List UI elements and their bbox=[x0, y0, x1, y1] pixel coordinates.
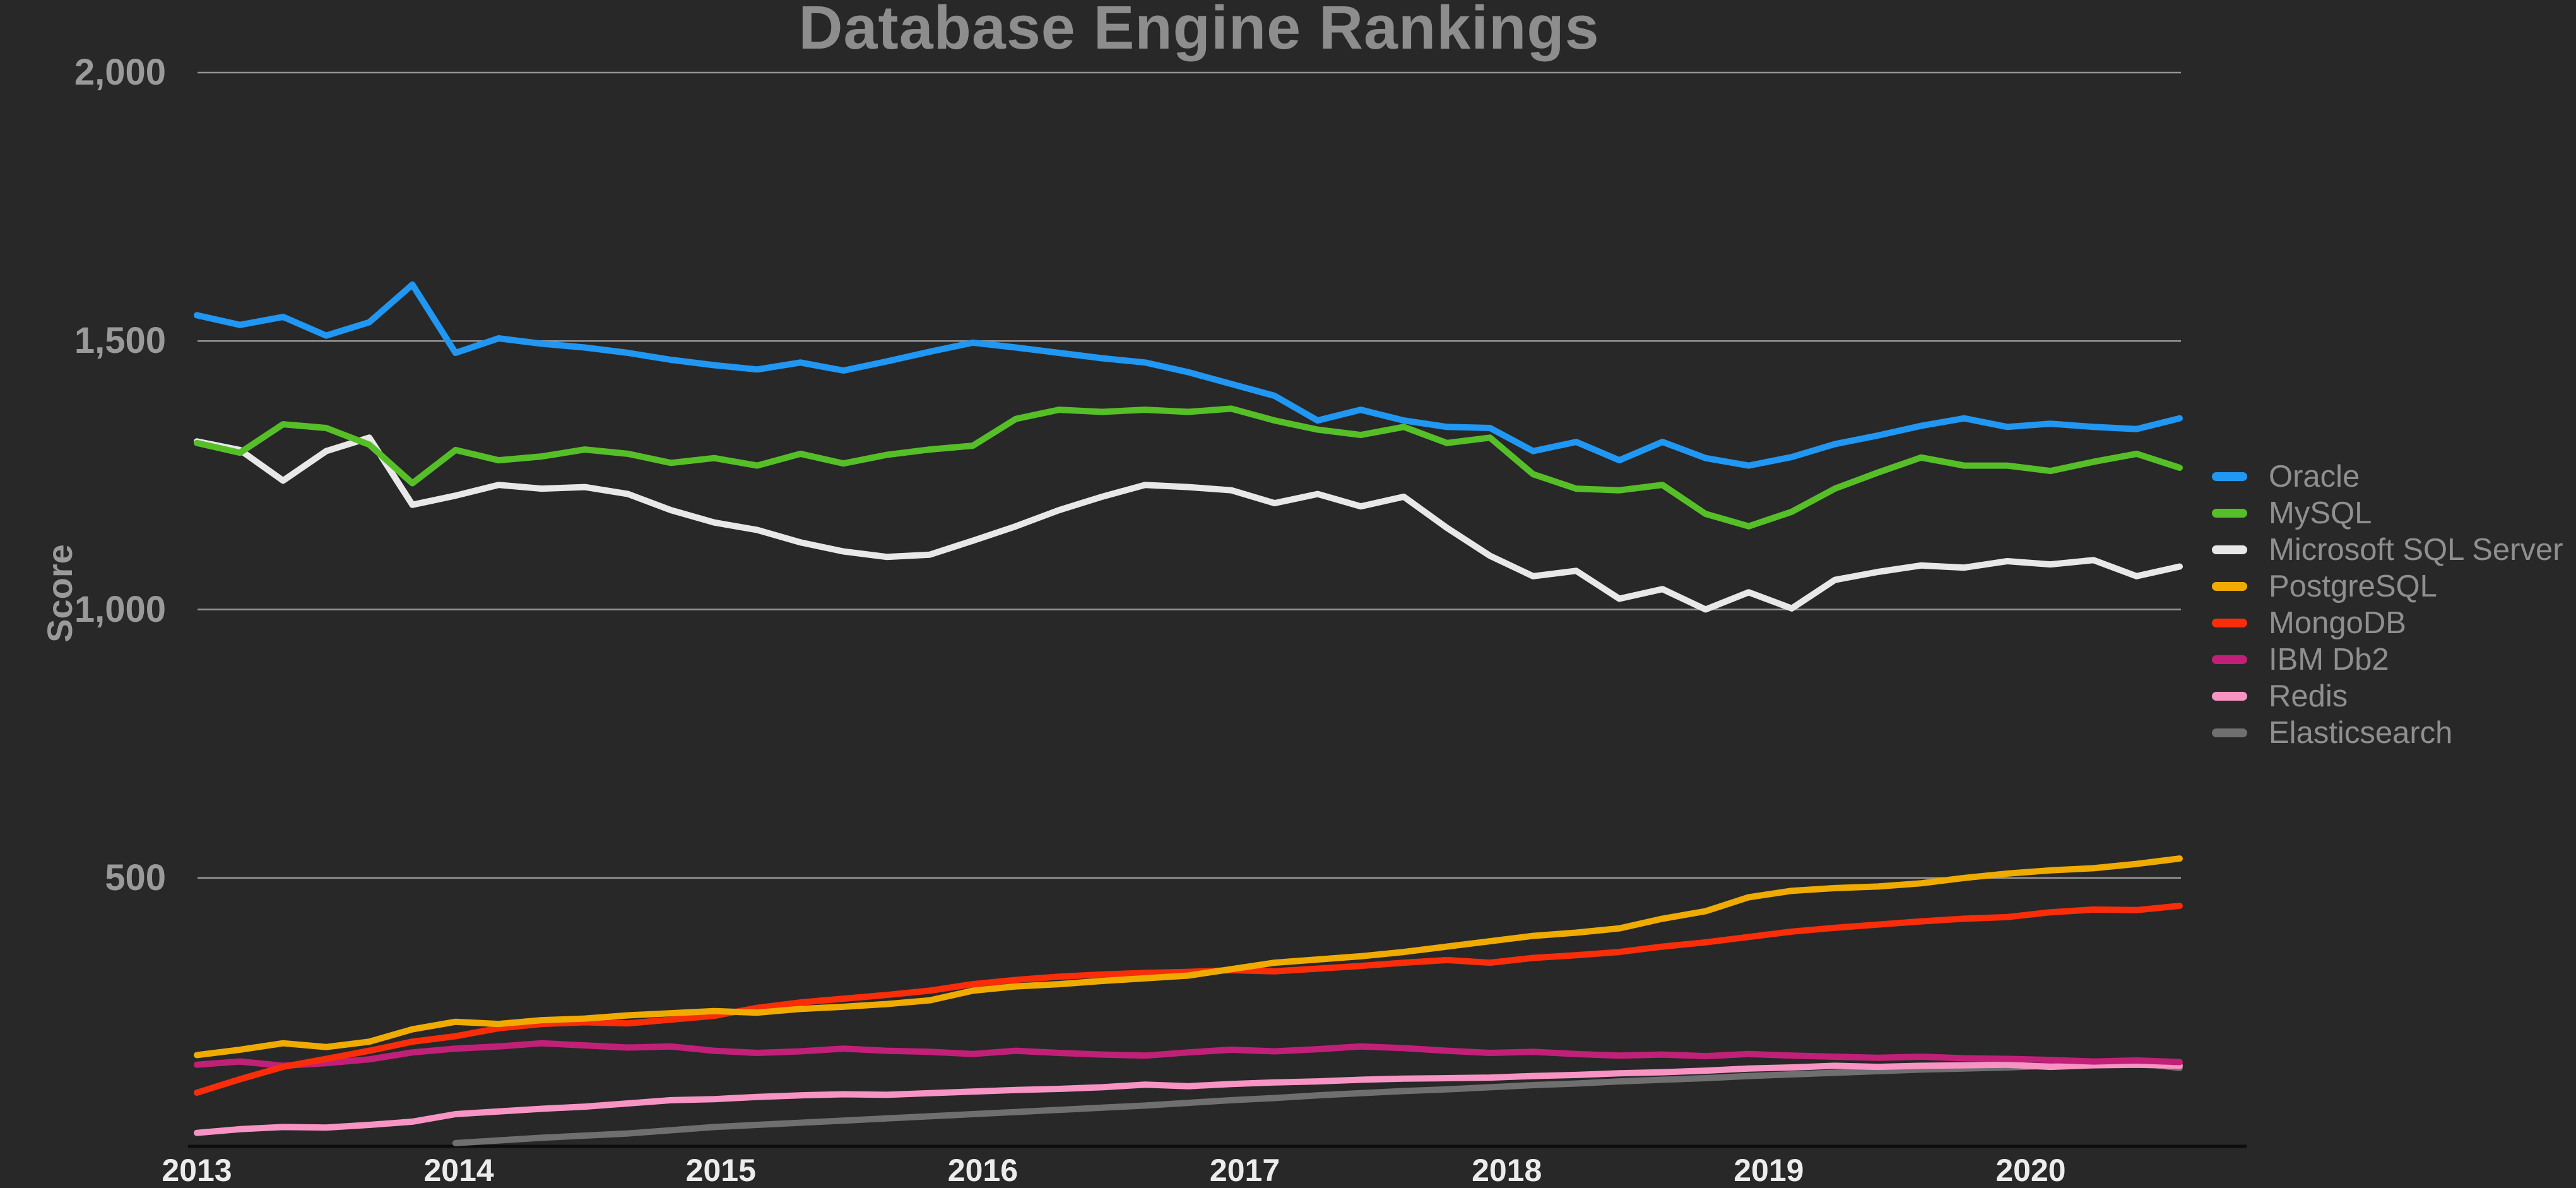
x-tick-label-2015: 2015 bbox=[685, 1153, 756, 1188]
legend-label: Elasticsearch bbox=[2269, 716, 2453, 750]
legend-swatch-icon bbox=[2212, 545, 2247, 554]
legend-item-elasticsearch[interactable]: Elasticsearch bbox=[2212, 715, 2563, 751]
legend-label: Redis bbox=[2269, 679, 2348, 713]
legend-label: PostgreSQL bbox=[2269, 569, 2437, 603]
legend-swatch-icon bbox=[2212, 655, 2247, 664]
legend-swatch-icon bbox=[2212, 582, 2247, 591]
legend-label: Microsoft SQL Server bbox=[2269, 533, 2563, 567]
legend-swatch-icon bbox=[2212, 472, 2247, 481]
x-tick-label-2017: 2017 bbox=[1209, 1153, 1280, 1188]
legend-label: IBM Db2 bbox=[2269, 643, 2389, 677]
series-line-postgresql bbox=[194, 855, 2183, 1059]
legend-swatch-icon bbox=[2212, 728, 2247, 737]
legend-item-redis[interactable]: Redis bbox=[2212, 678, 2563, 715]
x-tick-label-2019: 2019 bbox=[1734, 1153, 1804, 1188]
legend-swatch-icon bbox=[2212, 692, 2247, 701]
x-tick-label-2016: 2016 bbox=[947, 1153, 1019, 1188]
legend-item-mongodb[interactable]: MongoDB bbox=[2212, 605, 2563, 641]
legend: Oracle MySQL Microsoft SQL Server PostgreSQ… bbox=[2212, 458, 2563, 751]
legend-swatch-icon bbox=[2212, 619, 2247, 627]
legend-item-ibm-db2[interactable]: IBM Db2 bbox=[2212, 641, 2563, 678]
x-tick-label-2018: 2018 bbox=[1472, 1153, 1542, 1188]
series-line-mongodb bbox=[194, 903, 2183, 1096]
legend-label: Oracle bbox=[2269, 460, 2360, 494]
series-line-oracle bbox=[194, 281, 2183, 469]
legend-label: MySQL bbox=[2269, 496, 2372, 530]
x-tick-label-2014: 2014 bbox=[423, 1153, 494, 1188]
y-tick-label-2,000: 2,000 bbox=[74, 52, 166, 93]
x-tick-label-2020: 2020 bbox=[1995, 1153, 2066, 1188]
y-tick-label-500: 500 bbox=[105, 857, 166, 898]
legend-item-mysql[interactable]: MySQL bbox=[2212, 495, 2563, 532]
legend-swatch-icon bbox=[2212, 509, 2247, 518]
series-line-microsoft-sql-server bbox=[194, 434, 2183, 613]
chart-title: Database Engine Rankings bbox=[798, 0, 1600, 62]
y-tick-label-1,500: 1,500 bbox=[74, 320, 166, 362]
legend-label: MongoDB bbox=[2269, 606, 2406, 640]
series-line-ibm-db2 bbox=[194, 1040, 2183, 1069]
series-line-mysql bbox=[194, 405, 2183, 530]
y-tick-label-1,000: 1,000 bbox=[74, 588, 166, 630]
legend-item-oracle[interactable]: Oracle bbox=[2212, 458, 2563, 495]
series-line-redis bbox=[194, 1061, 2183, 1136]
legend-item-postgresql[interactable]: PostgreSQL bbox=[2212, 568, 2563, 605]
x-tick-label-2013: 2013 bbox=[162, 1153, 232, 1188]
series-line-elasticsearch bbox=[452, 1060, 2183, 1146]
legend-item-microsoft-sql-server[interactable]: Microsoft SQL Server bbox=[2212, 532, 2563, 568]
